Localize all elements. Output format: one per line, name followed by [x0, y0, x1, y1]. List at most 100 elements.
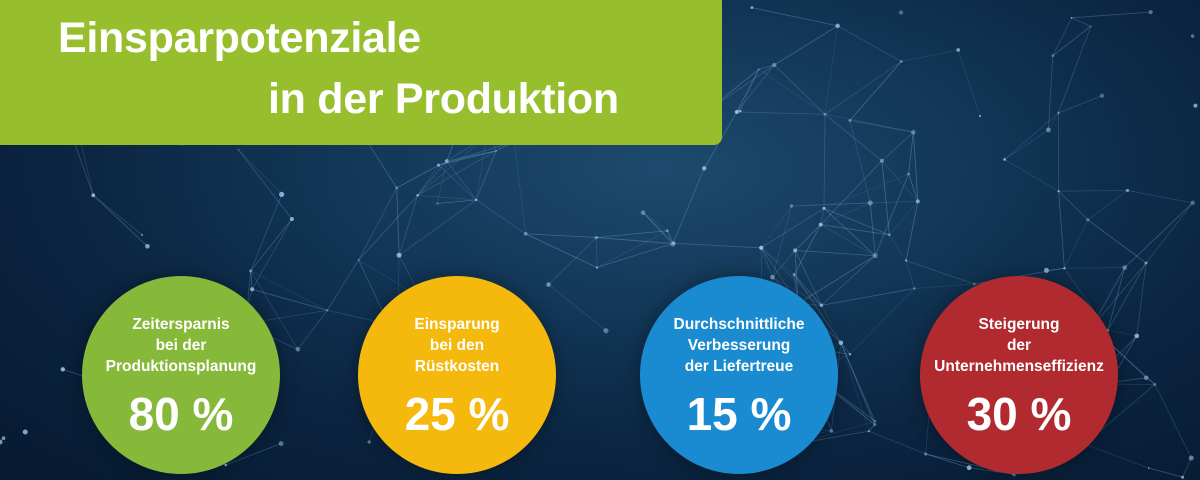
network-node: [838, 340, 844, 346]
network-line: [438, 141, 515, 166]
network-line: [824, 61, 902, 115]
network-node: [1122, 265, 1128, 270]
network-line: [1154, 384, 1192, 459]
network-line: [797, 255, 876, 305]
network-node: [829, 429, 834, 433]
network-node: [758, 68, 760, 71]
network-line: [914, 283, 975, 289]
network-line: [666, 230, 674, 245]
network-node: [792, 272, 796, 277]
stat-label: Einsparung bei den Rüstkosten: [358, 314, 556, 377]
stat-label-line: der Liefertreue: [684, 358, 794, 375]
network-line: [1058, 95, 1103, 114]
network-line: [905, 201, 919, 261]
network-line: [475, 136, 488, 200]
network-node: [249, 269, 253, 273]
network-line: [417, 135, 488, 196]
network-line: [1046, 267, 1065, 271]
network-node: [1063, 267, 1066, 270]
network-line: [596, 230, 668, 238]
network-line: [596, 230, 668, 268]
stat-label-line: Zeitersparnis: [132, 316, 230, 333]
network-line: [1004, 129, 1049, 160]
network-node: [1144, 261, 1148, 265]
network-line: [436, 160, 448, 204]
network-node: [595, 266, 599, 269]
network-node: [900, 60, 903, 63]
network-line: [957, 49, 981, 117]
network-node: [1143, 375, 1149, 381]
network-node: [966, 465, 972, 471]
network-node: [603, 328, 609, 334]
network-node: [888, 233, 891, 237]
network-line: [840, 342, 870, 432]
network-line: [837, 25, 902, 62]
network-line: [93, 194, 148, 247]
stat-label-line: Einsparung: [414, 316, 500, 333]
network-node: [1, 436, 6, 441]
network-line: [820, 202, 871, 225]
network-node: [523, 231, 528, 236]
network-line: [1071, 11, 1151, 19]
stat-label: Zeitersparnis bei der Produktionsplanung: [82, 314, 280, 377]
network-line: [1004, 112, 1059, 160]
network-line: [548, 284, 607, 332]
network-node: [1051, 54, 1055, 58]
network-node: [1057, 190, 1060, 193]
network-line: [1091, 262, 1147, 328]
network-line: [642, 212, 668, 232]
network-line: [821, 288, 915, 306]
network-line: [1058, 191, 1065, 269]
network-line: [820, 160, 883, 225]
network-node: [848, 353, 852, 356]
network-line: [595, 237, 598, 268]
network-line: [774, 25, 838, 66]
network-line: [1064, 267, 1125, 269]
stat-label-line: Produktionsplanung: [105, 358, 257, 375]
network-node: [546, 282, 551, 287]
network-node: [0, 439, 3, 445]
network-line: [596, 237, 674, 244]
network-line: [881, 160, 919, 202]
network-line: [760, 247, 773, 278]
network-line: [901, 49, 959, 62]
network-node: [295, 346, 301, 352]
stat-label-line: Rüstkosten: [414, 358, 500, 375]
network-line: [1148, 467, 1183, 478]
network-node: [907, 172, 910, 176]
stat-circle-company-efficiency: Steigerung der Unternehmenseffizienz 30 …: [920, 276, 1118, 474]
network-line: [1107, 267, 1126, 331]
network-line: [823, 208, 876, 256]
network-line: [905, 260, 975, 285]
network-line: [760, 205, 792, 249]
network-line: [1004, 159, 1059, 192]
network-node: [671, 241, 676, 246]
network-line: [760, 247, 795, 275]
network-line: [251, 218, 293, 290]
network-node: [224, 463, 228, 467]
network-node: [1190, 34, 1195, 38]
stat-circle-delivery-reliability: Durchschnittliche Verbesserung der Liefe…: [640, 276, 838, 474]
network-line: [398, 195, 419, 256]
network-node: [326, 309, 329, 312]
network-node: [495, 150, 498, 152]
network-line: [824, 113, 883, 162]
network-node: [750, 6, 754, 10]
network-line: [250, 270, 299, 350]
network-node: [1057, 111, 1060, 115]
network-line: [791, 202, 871, 207]
network-line: [642, 212, 675, 244]
network-line: [398, 199, 477, 256]
network-line: [417, 164, 439, 196]
network-line: [820, 224, 876, 257]
network-line: [773, 64, 826, 115]
network-node: [1099, 93, 1105, 98]
network-node: [1190, 200, 1195, 206]
network-line: [736, 69, 760, 113]
network-node: [911, 129, 916, 135]
network-line: [849, 120, 871, 204]
network-line: [1094, 384, 1156, 437]
network-node: [436, 202, 439, 205]
network-node: [793, 248, 798, 253]
network-line: [548, 237, 597, 285]
